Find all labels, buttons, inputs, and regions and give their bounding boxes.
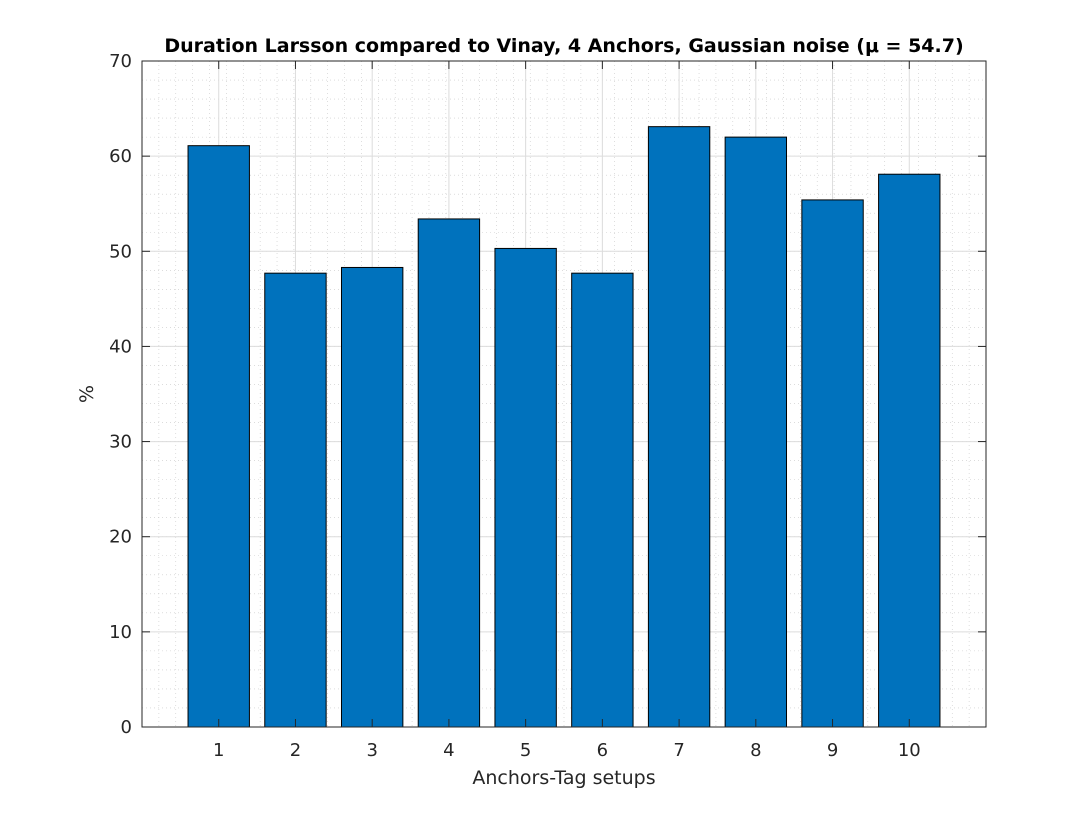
bar (724, 136, 788, 728)
bar (878, 173, 941, 728)
x-tick-label: 1 (213, 740, 224, 761)
y-axis-label: % (76, 385, 98, 403)
bar (494, 247, 557, 728)
bar (187, 145, 250, 728)
x-tick-label: 2 (290, 740, 301, 761)
bars (187, 126, 941, 728)
x-axis-label: Anchors-Tag setups (472, 767, 655, 789)
y-tick-label: 0 (121, 717, 132, 738)
x-tick-label: 5 (520, 740, 531, 761)
bar (340, 266, 404, 728)
bar (264, 272, 327, 728)
x-tick-label: 3 (366, 740, 377, 761)
bar (417, 218, 481, 728)
bar (801, 199, 864, 728)
y-tick-label: 20 (109, 527, 132, 548)
x-tick-label: 4 (443, 740, 454, 761)
bar (647, 126, 711, 728)
y-tick-label: 30 (109, 432, 132, 453)
x-tick-label: 10 (898, 740, 921, 761)
x-tick-label: 6 (597, 740, 608, 761)
chart-title: Duration Larsson compared to Vinay, 4 An… (164, 35, 963, 57)
y-tick-label: 40 (109, 336, 132, 357)
y-tick-label: 70 (109, 51, 132, 72)
y-axis-ticks: 0 10 20 30 40 50 60 70 (109, 51, 986, 738)
y-tick-label: 50 (109, 241, 132, 262)
y-tick-label: 60 (109, 146, 132, 167)
x-tick-label: 9 (827, 740, 838, 761)
x-tick-label: 8 (750, 740, 761, 761)
plot-frame (141, 60, 987, 728)
x-tick-label: 7 (673, 740, 684, 761)
y-tick-label: 10 (109, 622, 132, 643)
bar (571, 272, 634, 728)
x-axis-ticks: 1 2 3 4 5 6 7 8 9 10 (213, 61, 921, 761)
